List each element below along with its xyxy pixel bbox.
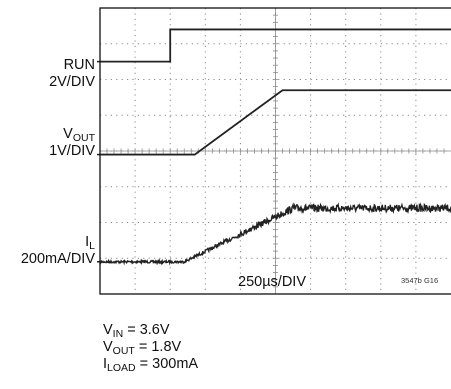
il-scale: 200mA/DIV: [20, 251, 95, 267]
run-name: RUN: [63, 57, 95, 73]
traces: [97, 28, 451, 266]
condition-vin: VIN = 3.6V: [103, 322, 170, 340]
vout-name: VOUT: [63, 126, 95, 144]
trace-vout: [100, 89, 451, 156]
run-scale: 2V/DIV: [49, 74, 95, 90]
x-axis-label: 250µs/DIV: [238, 274, 306, 290]
vout-scale: 1V/DIV: [49, 143, 95, 159]
condition-iload: ILOAD = 300mA: [103, 356, 199, 374]
trace-run: [100, 28, 451, 63]
condition-vout: VOUT = 1.8V: [103, 339, 182, 357]
vout-label: VOUT 1V/DIV: [49, 126, 95, 160]
grid: [100, 8, 451, 294]
conditions: VIN = 3.6V VOUT = 1.8V ILOAD = 300mA: [103, 322, 198, 373]
plot-frame: [99, 7, 451, 295]
il-label: IL 200mA/DIV: [21, 234, 95, 268]
figure-code: 3547b G16: [401, 276, 439, 285]
trace-il: [99, 202, 451, 266]
il-name: IL: [85, 234, 95, 252]
run-label: RUN 2V/DIV: [49, 57, 95, 91]
